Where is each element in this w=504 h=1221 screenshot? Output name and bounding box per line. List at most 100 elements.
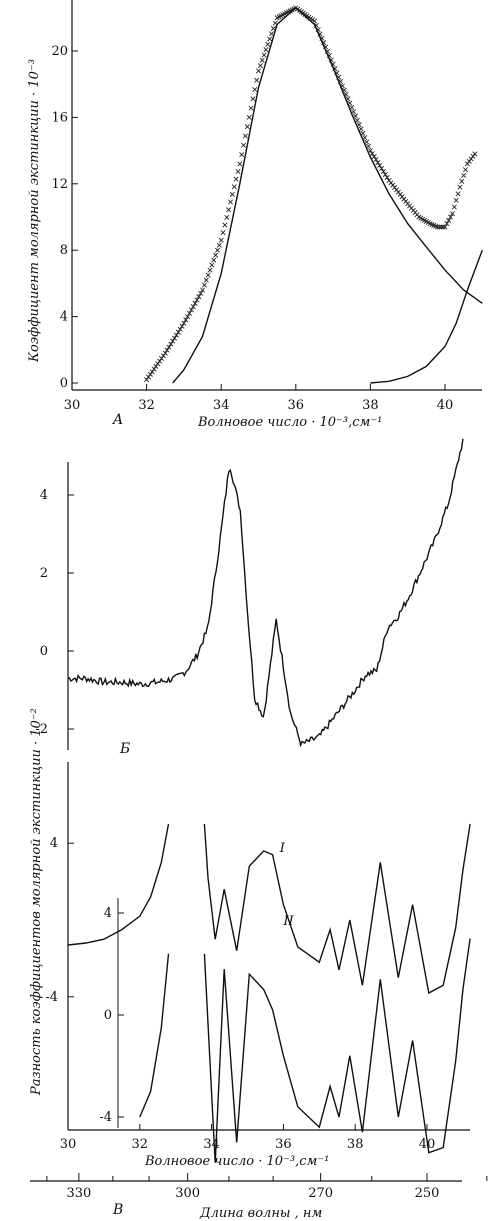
panel-a-cross-point [155, 361, 161, 367]
panel-c-x-tick-label: 38 [347, 1137, 364, 1152]
panel-a-cross-point [190, 304, 196, 310]
panel-a-cross-point [259, 57, 265, 63]
panel-a-cross-point [160, 353, 166, 359]
panel-a-series-line-2 [370, 249, 483, 384]
panel-a-cross-point [153, 363, 159, 369]
panel-a-cross-point [231, 184, 237, 190]
panel-c-inner-y-tick-label: 0 [104, 1008, 112, 1023]
panel-a-cross-point [453, 197, 459, 203]
panel-a-cross-point [172, 335, 178, 341]
panel-a-y-tick-label: 4 [60, 310, 68, 325]
panel-a-cross-point [444, 221, 450, 227]
panel-a-cross-point [216, 242, 222, 248]
panel-a-cross-point [188, 307, 194, 313]
panel-a-x-tick-label: 30 [64, 398, 81, 413]
panel-c-curve-label-i: I [279, 841, 286, 856]
panel-a-cross-point [241, 142, 247, 148]
panel-c-x-label: Волновое число · 10⁻³,см⁻¹ [144, 1154, 329, 1169]
panel-b-series-line [67, 438, 464, 748]
panel-a-x-tick-label: 36 [288, 398, 305, 413]
panel-a-cross-point [181, 320, 187, 326]
panel-a-x-tick-label: 32 [138, 398, 155, 413]
panel-a-cross-point [194, 297, 200, 303]
panel-a-cross-point [151, 366, 157, 372]
panel-a-cross-point [446, 217, 452, 223]
panel-a: 0 4 8 12 16 20 30 32 34 36 38 40 A Волновое число … [27, 0, 483, 430]
panel-a-cross-point [457, 184, 463, 190]
panel-a-cross-point [218, 237, 224, 243]
panel-a-cross-point [373, 157, 379, 163]
panel-c-series-II-segment-0 [139, 953, 170, 1118]
panel-b-letter: Б [119, 741, 130, 757]
panel-a-y-tick-label: 16 [51, 110, 68, 125]
panel-a-cross-point [263, 47, 269, 53]
panel-a-cross-point [145, 374, 151, 380]
wavelength-axis-tick-label: 250 [415, 1186, 440, 1201]
panel-a-cross-point [200, 287, 206, 293]
panel-a-cross-point [472, 151, 478, 157]
panel-a-cross-point [384, 174, 390, 181]
panel-a-cross-point [254, 77, 260, 83]
panel-a-cross-point [170, 338, 176, 344]
panel-a-cross-point [226, 207, 232, 213]
wavelength-axis-tick-label: 300 [175, 1186, 200, 1201]
panel-b-y-tick-label: 2 [40, 566, 48, 581]
panel-a-cross-point [451, 204, 457, 210]
panel-a-cross-point [144, 377, 150, 383]
panel-a-cross-point [201, 282, 207, 288]
panel-a-cross-point [255, 68, 262, 74]
panel-a-x-tick-label: 40 [437, 398, 454, 413]
panel-c-outer-y-tick-label: 4 [50, 836, 58, 851]
panel-b: 4 2 0 -2 Б [35, 438, 464, 757]
panel-a-cross-point [448, 214, 454, 220]
panel-a-cross-point [248, 105, 254, 111]
panel-b-y-tick-label: 0 [40, 644, 48, 659]
panel-a-cross-point [438, 224, 444, 230]
panel-a-cross-point [435, 224, 441, 230]
panel-a-cross-point [229, 191, 235, 197]
panel-a-cross-point [186, 310, 193, 316]
panel-a-cross-point [164, 347, 170, 353]
panel-b-y-tick-label: 4 [40, 488, 48, 503]
panel-a-cross-point [461, 172, 467, 179]
panel-a-cross-point [455, 191, 461, 197]
panel-a-x-tick-label: 38 [362, 398, 379, 413]
panel-a-cross-point [239, 152, 245, 158]
panel-a-cross-point [211, 257, 217, 263]
panel-a-cross-point [162, 350, 168, 356]
panel-a-cross-point [371, 154, 377, 160]
panel-a-cross-point [205, 272, 211, 278]
panel-c-curve-label-ii: II [282, 914, 294, 929]
panel-a-cross-point [209, 262, 215, 268]
panel-a-cross-point [375, 160, 381, 166]
panel-a-y-label: Коэффициент молярной экстинкции · 10⁻³ [27, 59, 42, 363]
panel-c-series-I-segment-1 [203, 823, 471, 995]
panel-a-series-line-1 [172, 6, 483, 384]
panel-c-x-tick-label: 36 [275, 1137, 292, 1152]
panel-a-cross-point [269, 31, 275, 37]
panel-a-cross-point [252, 86, 258, 93]
panel-a-cross-point [382, 171, 388, 178]
panel-a-cross-point [369, 151, 375, 157]
panel-a-cross-point [235, 168, 241, 175]
wavelength-axis-tick-label: 270 [308, 1186, 333, 1201]
panel-a-cross-point [185, 314, 191, 320]
panel-a-cross-point [196, 294, 202, 300]
panel-a-cross-point [265, 41, 271, 47]
panel-a-cross-point [228, 199, 234, 205]
panel-a-cross-point [192, 300, 198, 306]
panel-a-y-tick-label: 8 [60, 243, 68, 258]
panel-a-cross-point [242, 133, 248, 139]
panel-a-cross-point [149, 369, 155, 375]
panel-a-cross-point [168, 341, 174, 347]
panel-c-x-tick-label: 32 [132, 1137, 149, 1152]
panel-a-cross-point [198, 290, 204, 296]
panel-a-cross-point [261, 52, 267, 58]
panel-c: 4-4 40-4 30 32 34 36 38 40 III Волновое число… [29, 708, 488, 1221]
panel-c-x-tick-label: 30 [60, 1137, 77, 1152]
panel-a-letter: A [111, 412, 123, 428]
panel-c-outer-y-tick-label: -4 [45, 990, 58, 1005]
panel-a-cross-point [459, 178, 465, 184]
panel-a-cross-point [379, 166, 385, 172]
panel-a-cross-point [159, 355, 165, 361]
